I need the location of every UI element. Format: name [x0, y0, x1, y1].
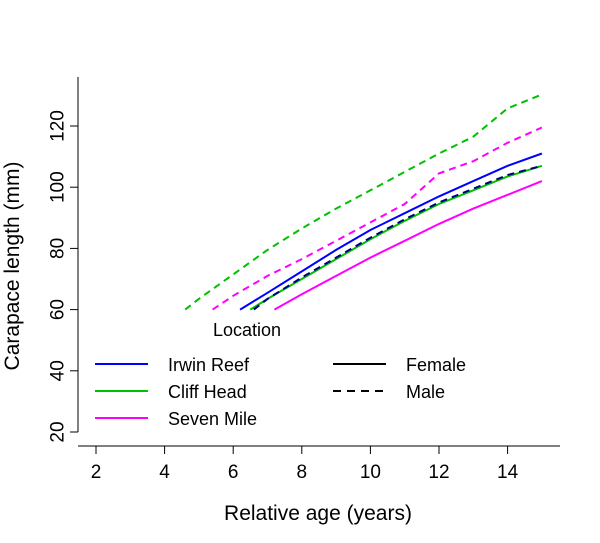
x-ticks: 2 4 6 8 10 12 14 [91, 446, 519, 483]
x-tick-label-12: 12 [428, 462, 449, 483]
legend-label-seven-mile: Seven Mile [168, 409, 257, 429]
x-axis: 2 4 6 8 10 12 14 [78, 445, 560, 483]
x-tick-label-2: 2 [91, 462, 102, 483]
legend-label-cliff-head: Cliff Head [168, 382, 247, 402]
y-tick-label-60: 60 [48, 299, 69, 320]
plot-area [184, 93, 543, 311]
x-tick-label-6: 6 [228, 462, 239, 483]
legend-entry-male: Male [333, 382, 445, 402]
series-irwin-reef-male [253, 164, 543, 311]
legend: Location Irwin Reef Cliff Head Seven Mil… [95, 320, 466, 429]
legend-title: Location [213, 320, 281, 340]
y-tick-label-80: 80 [48, 238, 69, 259]
y-tick-label-120: 120 [48, 110, 69, 142]
y-tick-label-100: 100 [48, 171, 69, 203]
y-tick-label-20: 20 [48, 421, 69, 442]
x-tick-label-10: 10 [360, 462, 381, 483]
series-irwin-reef-female [239, 152, 543, 311]
legend-entry-irwin-reef: Irwin Reef [95, 355, 250, 375]
x-tick-label-8: 8 [297, 462, 308, 483]
legend-label-male: Male [406, 382, 445, 402]
y-tick-label-40: 40 [48, 360, 69, 381]
series-seven-mile-male [212, 126, 543, 311]
x-tick-label-14: 14 [497, 462, 519, 483]
legend-entry-seven-mile: Seven Mile [95, 409, 257, 429]
y-ticks: 20 40 60 80 100 120 [48, 110, 78, 443]
series-layer [184, 93, 543, 311]
legend-entry-female: Female [333, 355, 466, 375]
x-tick-label-4: 4 [159, 462, 170, 483]
legend-entry-cliff-head: Cliff Head [95, 382, 247, 402]
x-axis-title: Relative age (years) [224, 502, 412, 525]
legend-label-female: Female [406, 355, 466, 375]
series-cliff-head-male [184, 93, 543, 311]
series-seven-mile-female [273, 180, 543, 311]
y-axis: 20 40 60 80 100 120 [48, 77, 79, 443]
series-cliff-head-female [249, 164, 543, 311]
legend-label-irwin-reef: Irwin Reef [168, 355, 250, 375]
y-axis-title: Carapace length (mm) [1, 162, 24, 371]
